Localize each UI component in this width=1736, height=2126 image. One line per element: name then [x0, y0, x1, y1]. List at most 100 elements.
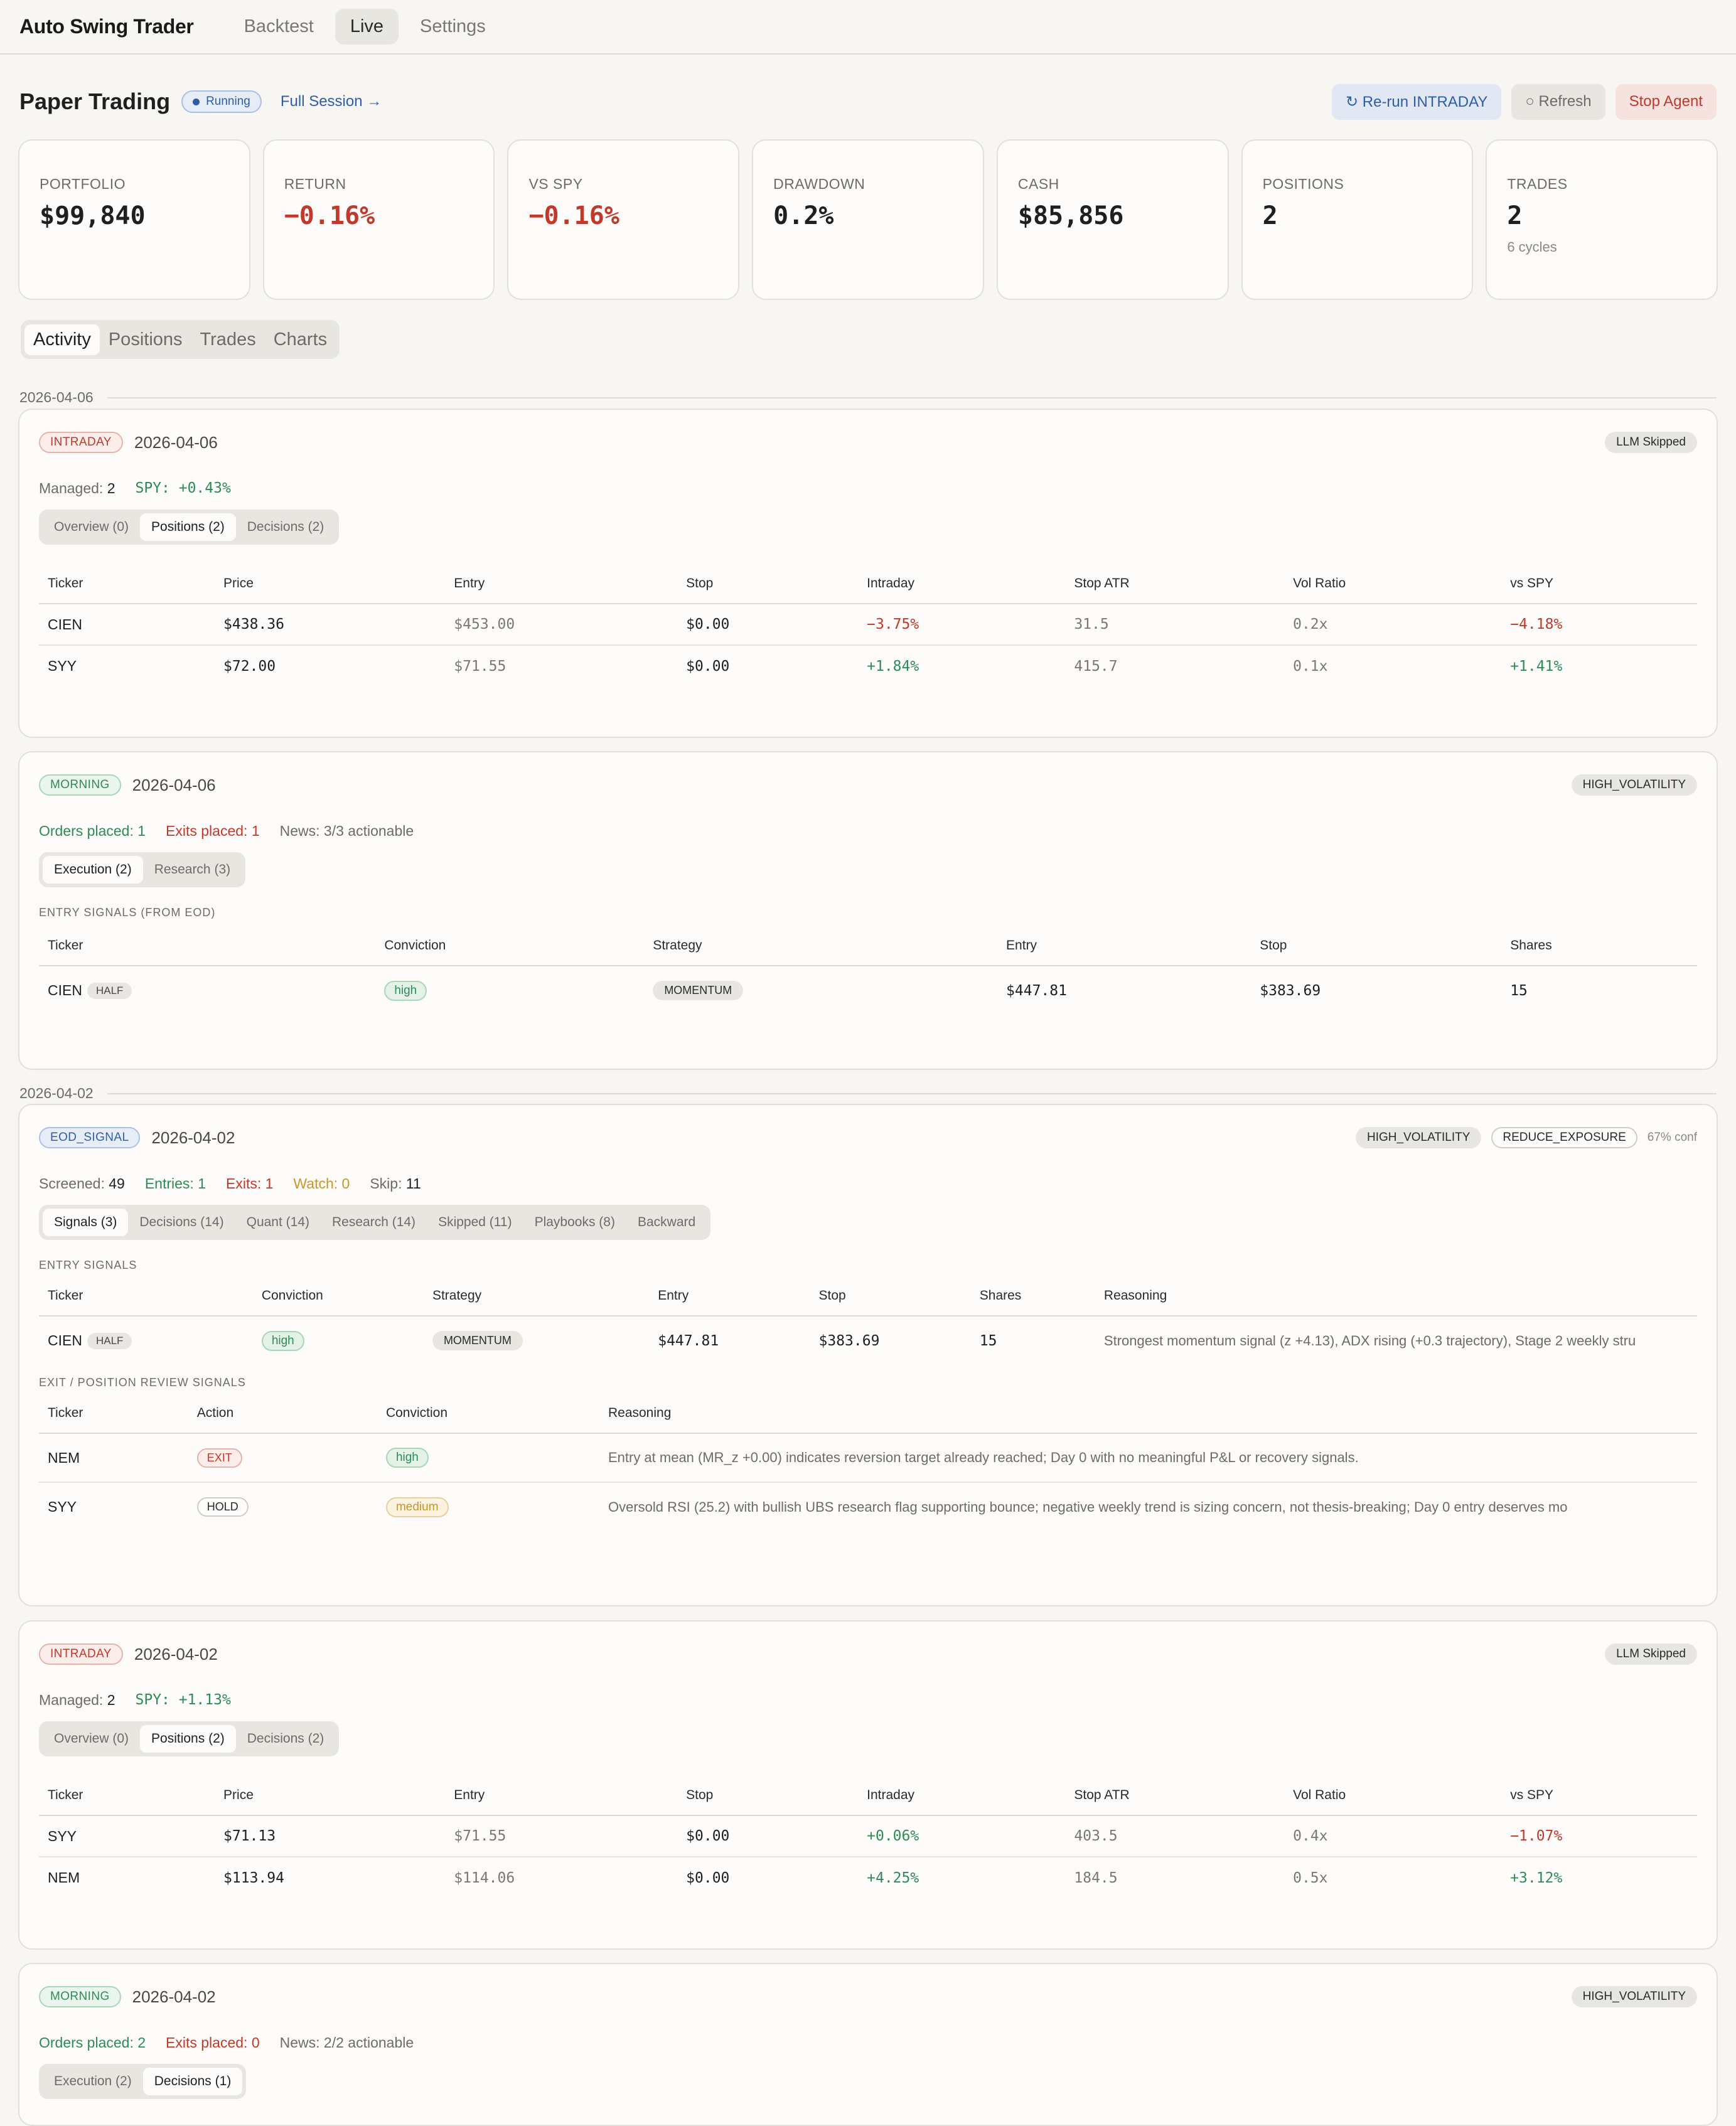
card-header: EOD_SIGNAL 2026-04-02 HIGH_VOLATILITY RE… — [39, 1125, 1697, 1150]
table-row[interactable]: CIEN HALF high MOMENTUM $447.81 $383.69 1… — [39, 966, 1697, 1015]
subtab-backward[interactable]: Backward — [637, 1215, 696, 1229]
table-header-row: Ticker Price Entry Stop Intraday Stop AT… — [39, 564, 1697, 604]
subtab-positions[interactable]: Positions (2) — [140, 1725, 236, 1753]
top-nav: Auto Swing Trader Backtest Live Settings — [0, 0, 1736, 55]
tab-trades[interactable]: Trades — [200, 329, 256, 350]
subtab-decisions[interactable]: Decisions (14) — [139, 1215, 224, 1229]
cell-entry: $453.00 — [445, 604, 678, 646]
cell-stop: $383.69 — [1260, 982, 1321, 999]
screened-label: Screened: — [39, 1175, 105, 1192]
table-row[interactable]: NEM $113.94 $114.06 $0.00 +4.25% 184.5 0… — [39, 1857, 1697, 1898]
stat-drawdown: DRAWDOWN 0.2% — [752, 139, 984, 300]
regime-badge: HIGH_VOLATILITY — [1356, 1127, 1482, 1148]
stop-agent-button[interactable]: Stop Agent — [1615, 83, 1717, 120]
stat-value: 2 — [1507, 201, 1523, 230]
table-row[interactable]: CIEN $438.36 $453.00 $0.00 −3.75% 31.5 0… — [39, 604, 1697, 646]
cycle-subtabs: Execution (2) Decisions (1) — [39, 2064, 247, 2099]
subtab-research[interactable]: Research (14) — [332, 1215, 416, 1229]
cycle-date: 2026-04-02 — [134, 1644, 218, 1664]
cell-conviction: high — [375, 966, 644, 1015]
col-shares: Shares — [970, 1276, 1095, 1317]
tab-activity[interactable]: Activity — [24, 324, 100, 355]
cell-conviction: high — [253, 1316, 424, 1365]
table-row[interactable]: SYY $71.13 $71.55 $0.00 +0.06% 403.5 0.4… — [39, 1815, 1697, 1857]
stat-cash: CASH $85,856 — [996, 139, 1229, 300]
cycle-date: 2026-04-02 — [151, 1128, 235, 1147]
date-divider: 2026-04-02 — [19, 1085, 1717, 1102]
cycle-type-badge: INTRADAY — [39, 432, 123, 453]
subtab-signals[interactable]: Signals (3) — [43, 1209, 129, 1236]
cell-stop-atr: 403.5 — [1065, 1815, 1285, 1857]
table-row[interactable]: SYY $72.00 $71.55 $0.00 +1.84% 415.7 0.1… — [39, 645, 1697, 686]
cell-reasoning: Strongest momentum signal (z +4.13), ADX… — [1103, 1332, 1636, 1349]
page-header: Paper Trading Running Full Session → ↻ R… — [19, 83, 1717, 120]
subtab-execution[interactable]: Execution (2) — [43, 856, 143, 884]
col-conviction: Conviction — [375, 926, 645, 966]
skip-count: Skip: 11 — [370, 1175, 421, 1192]
col-stop: Stop — [810, 1276, 971, 1317]
subtab-overview[interactable]: Overview (0) — [54, 520, 129, 534]
table-row[interactable]: NEM EXIT high Entry at mean (MR_z +0.00)… — [39, 1433, 1697, 1483]
subtab-decisions[interactable]: Decisions (2) — [247, 1731, 324, 1746]
cell-vs-spy: −1.07% — [1501, 1815, 1697, 1857]
table-header-row: Ticker Price Entry Stop Intraday Stop AT… — [39, 1775, 1697, 1816]
cell-conviction: medium — [377, 1482, 599, 1531]
entry-signals-table: Ticker Conviction Strategy Entry Stop Sh… — [39, 1276, 1697, 1365]
subtab-research[interactable]: Research (3) — [154, 862, 231, 877]
status-badge: Running — [181, 90, 262, 113]
subtab-decisions[interactable]: Decisions (2) — [247, 520, 324, 534]
subtab-decisions[interactable]: Decisions (1) — [142, 2068, 243, 2095]
col-stop-atr: Stop ATR — [1065, 564, 1285, 604]
orders-placed: Orders placed: 2 — [39, 2034, 146, 2051]
nav-tab-backtest[interactable]: Backtest — [244, 16, 314, 36]
action-badge: HOLD — [196, 1497, 249, 1517]
cycle-subtabs: Overview (0) Positions (2) Decisions (2) — [39, 1721, 340, 1756]
header-actions: ↻ Re-run INTRADAY ○ Refresh Stop Agent — [1331, 83, 1717, 120]
nav-tab-settings[interactable]: Settings — [420, 16, 486, 36]
stat-value: 0.2% — [773, 201, 834, 230]
divider-line — [107, 397, 1717, 398]
subtab-playbooks[interactable]: Playbooks (8) — [534, 1215, 615, 1229]
regime-badge: HIGH_VOLATILITY — [1571, 774, 1697, 796]
rerun-intraday-button[interactable]: ↻ Re-run INTRADAY — [1331, 83, 1502, 120]
col-ticker: Ticker — [39, 564, 215, 604]
strategy-badge: MOMENTUM — [432, 1331, 523, 1350]
exit-signals-table: Ticker Action Conviction Reasoning NEM E… — [39, 1393, 1697, 1531]
subtab-execution[interactable]: Execution (2) — [54, 2074, 132, 2088]
tab-positions[interactable]: Positions — [108, 329, 183, 350]
watch-count: Watch: 0 — [293, 1175, 350, 1192]
card-badges: HIGH_VOLATILITY — [1571, 1986, 1697, 2007]
col-vs-spy: vs SPY — [1501, 1775, 1697, 1816]
spy-change: SPY: +0.43% — [135, 480, 231, 496]
card-header: MORNING 2026-04-06 HIGH_VOLATILITY — [39, 772, 1697, 798]
ticker-text: CIEN — [48, 1332, 82, 1349]
refresh-button[interactable]: ○ Refresh — [1511, 83, 1605, 120]
subtab-overview[interactable]: Overview (0) — [54, 1731, 129, 1746]
cell-stop-atr: 415.7 — [1074, 658, 1118, 675]
cell-entry: $114.06 — [454, 1869, 515, 1886]
conviction-badge: high — [384, 980, 427, 1001]
cell-vol-ratio: 0.2x — [1284, 604, 1502, 646]
nav-tab-live[interactable]: Live — [335, 9, 399, 45]
section-tabs: Activity Positions Trades Charts — [21, 320, 340, 359]
table-row[interactable]: CIEN HALF high MOMENTUM $447.81 $383.69 1… — [39, 1316, 1697, 1365]
managed-count: Managed: 2 — [39, 1692, 115, 1709]
tab-charts[interactable]: Charts — [273, 329, 328, 350]
subtab-quant[interactable]: Quant (14) — [246, 1215, 309, 1229]
managed-label: Managed: — [39, 480, 104, 496]
col-reasoning: Reasoning — [599, 1393, 1697, 1434]
action-badge: EXIT — [196, 1448, 242, 1468]
stat-value: 2 — [1262, 201, 1278, 230]
subtab-skipped[interactable]: Skipped (11) — [438, 1215, 512, 1229]
cycle-summary: Screened: 49 Entries: 1 Exits: 1 Watch: … — [39, 1175, 1697, 1192]
cell-entry: $447.81 — [1006, 982, 1067, 999]
date-label: 2026-04-06 — [19, 389, 94, 405]
col-intraday: Intraday — [858, 564, 1066, 604]
col-entry: Entry — [997, 926, 1251, 966]
table-row[interactable]: SYY HOLD medium Oversold RSI (25.2) with… — [39, 1482, 1697, 1531]
col-ticker: Ticker — [39, 1276, 253, 1317]
stat-vs-spy: VS SPY −0.16% — [507, 139, 740, 300]
subtab-positions[interactable]: Positions (2) — [140, 513, 236, 541]
full-session-link[interactable]: Full Session → — [280, 93, 382, 110]
col-conviction: Conviction — [377, 1393, 599, 1434]
